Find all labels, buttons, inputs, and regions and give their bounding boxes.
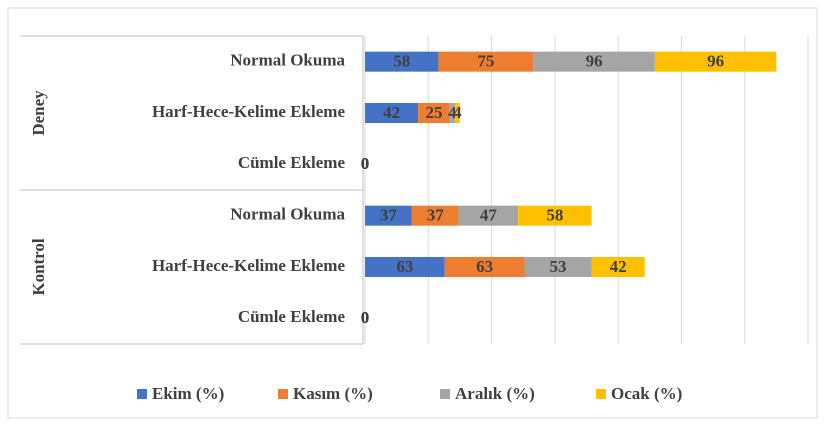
group-label: Kontrol (29, 238, 48, 296)
data-label: 0 (361, 308, 370, 327)
category-label: Normal Okuma (230, 51, 345, 70)
bar-segment (533, 51, 655, 72)
data-label: 0 (361, 154, 370, 173)
bar-segment (438, 51, 534, 72)
data-label: 58 (546, 206, 563, 225)
legend-swatch (278, 389, 288, 399)
legend-swatch (137, 389, 147, 399)
data-label: 75 (477, 52, 494, 71)
bar-segment (654, 51, 777, 72)
legend-label: Aralık (%) (455, 384, 535, 403)
bar-segment (365, 205, 412, 226)
bar-segment (365, 103, 419, 123)
category-label: Normal Okuma (230, 205, 345, 224)
data-label: 0 (361, 154, 370, 173)
category-label: Harf-Hece-Kelime Ekleme (152, 256, 346, 275)
data-label: 53 (550, 257, 567, 276)
bar-segment (365, 257, 445, 277)
data-label: 0 (361, 154, 370, 173)
bar-segment (458, 205, 519, 226)
data-label: 58 (393, 52, 410, 71)
data-label: 96 (707, 52, 724, 71)
bar-segment (518, 205, 592, 226)
data-label: 96 (586, 52, 603, 71)
data-label: 42 (383, 103, 400, 122)
bar-segment (454, 103, 460, 123)
data-label: 0 (361, 308, 370, 327)
category-label: Harf-Hece-Kelime Ekleme (152, 102, 346, 121)
data-label: 25 (425, 103, 442, 122)
data-label: 4 (453, 103, 462, 122)
data-label: 37 (427, 206, 445, 225)
data-label: 47 (480, 206, 498, 225)
group-label: Deney (29, 90, 48, 136)
data-label: 0 (361, 154, 370, 173)
bar-segment (411, 205, 459, 226)
bar-segment (524, 257, 592, 277)
data-label: 0 (361, 308, 370, 327)
data-label: 0 (361, 308, 370, 327)
category-label: Cümle Ekleme (238, 153, 346, 172)
legend-swatch (596, 389, 606, 399)
legend-label: Ocak (%) (611, 384, 682, 403)
bar-segment (449, 103, 455, 123)
data-label: 42 (610, 257, 627, 276)
legend-label: Ekim (%) (152, 384, 224, 403)
bar-segment (591, 257, 645, 277)
data-label: 4 (448, 103, 457, 122)
bar-segment (444, 257, 525, 277)
data-label: 63 (396, 257, 413, 276)
legend-swatch (440, 389, 450, 399)
data-label: 63 (476, 257, 493, 276)
legend-label: Kasım (%) (293, 384, 373, 403)
bar-segment (418, 103, 450, 123)
bar-segment (365, 51, 439, 72)
category-label: Cümle Ekleme (238, 307, 346, 326)
data-label: 37 (380, 206, 398, 225)
